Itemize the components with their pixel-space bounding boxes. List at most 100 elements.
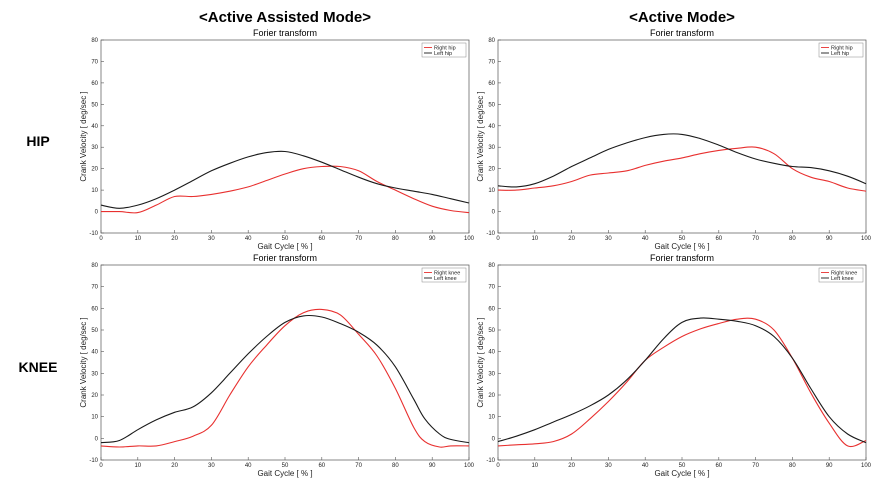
legend-entry: Left knee (831, 276, 854, 282)
x-tick-label: 70 (355, 236, 362, 242)
x-tick-label: 0 (496, 463, 500, 469)
x-tick-label: 20 (568, 236, 575, 242)
y-tick-label: 10 (91, 415, 98, 421)
plot-frame (497, 264, 867, 461)
chart-title: Forier transform (650, 28, 714, 38)
legend-box (421, 42, 467, 58)
y-tick-label: 80 (488, 38, 495, 44)
y-tick-label: 20 (488, 167, 495, 173)
row-label-hip: HIP (26, 133, 49, 149)
chart-title: Forier transform (253, 253, 317, 263)
y-tick-label: -10 (89, 231, 98, 237)
x-tick-label: 0 (99, 236, 103, 242)
x-tick-label: 90 (429, 236, 436, 242)
x-tick-label: 100 (464, 463, 475, 469)
y-tick-label: 0 (95, 210, 99, 216)
plot-frame (100, 264, 470, 461)
x-tick-label: 20 (171, 463, 178, 469)
y-tick-label: 40 (488, 124, 495, 130)
x-tick-label: 40 (245, 236, 252, 242)
series-line-left-knee (497, 317, 867, 444)
y-tick-label: -10 (89, 458, 98, 464)
y-axis-label: Crank Velocity [ deg/sec ] (79, 91, 88, 181)
x-tick-label: 50 (282, 463, 289, 469)
x-tick-label: 80 (789, 236, 796, 242)
chart-title: Forier transform (253, 28, 317, 38)
x-tick-label: 60 (715, 463, 722, 469)
y-tick-label: 80 (91, 38, 98, 44)
y-tick-label: 0 (492, 210, 496, 216)
chart-panel-hip-active: Forier transform Gait Cycle [ % ] Crank Ve… (476, 28, 872, 251)
y-tick-label: 70 (488, 59, 495, 65)
x-tick-label: 0 (99, 463, 103, 469)
x-tick-label: 0 (496, 236, 500, 242)
x-tick-label: 70 (355, 463, 362, 469)
x-tick-label: 10 (531, 463, 538, 469)
x-tick-label: 40 (642, 463, 649, 469)
series-line-left-hip (497, 133, 867, 188)
y-tick-label: 20 (91, 393, 98, 399)
x-axis-label: Gait Cycle [ % ] (654, 242, 709, 251)
x-tick-label: 100 (464, 236, 475, 242)
x-tick-label: 100 (861, 236, 872, 242)
legend-box (421, 267, 467, 283)
y-tick-label: 50 (488, 328, 495, 334)
mode-title-active: <Active Mode> (629, 9, 735, 26)
y-tick-label: 70 (91, 59, 98, 65)
y-tick-label: 50 (91, 102, 98, 108)
x-axis-label: Gait Cycle [ % ] (257, 469, 312, 478)
y-tick-label: 60 (91, 81, 98, 87)
chart-panel-knee-assisted: Forier transform Gait Cycle [ % ] Crank Ve… (79, 253, 475, 478)
legend-box (818, 42, 864, 58)
legend-entry: Right knee (434, 270, 460, 276)
x-tick-label: 80 (789, 463, 796, 469)
x-tick-label: 30 (605, 463, 612, 469)
x-tick-label: 40 (642, 236, 649, 242)
y-tick-label: -10 (486, 458, 495, 464)
y-tick-label: 60 (488, 306, 495, 312)
series-line-right-knee (497, 317, 867, 448)
y-tick-label: 0 (492, 436, 496, 442)
x-tick-label: 90 (826, 463, 833, 469)
x-tick-label: 90 (429, 463, 436, 469)
x-tick-label: 50 (282, 236, 289, 242)
y-tick-label: 80 (91, 263, 98, 269)
y-tick-label: 40 (91, 350, 98, 356)
legend-entry: Left knee (434, 276, 457, 282)
x-tick-label: 10 (531, 236, 538, 242)
y-tick-label: 50 (488, 102, 495, 108)
y-tick-label: 60 (488, 81, 495, 87)
y-axis-label: Crank Velocity [ deg/sec ] (79, 317, 88, 407)
plot-frame (497, 39, 867, 234)
chart-panel-knee-active: Forier transform Gait Cycle [ % ] Crank Ve… (476, 253, 872, 478)
y-tick-label: -10 (486, 231, 495, 237)
x-tick-label: 60 (715, 236, 722, 242)
x-tick-label: 20 (171, 236, 178, 242)
x-tick-label: 50 (679, 463, 686, 469)
x-tick-label: 80 (392, 236, 399, 242)
y-tick-label: 30 (488, 145, 495, 151)
legend-entry: Right hip (434, 45, 456, 51)
series-line-left-hip (100, 150, 470, 209)
series-line-left-knee (100, 314, 470, 444)
legend-entry: Left hip (434, 51, 452, 57)
row-label-knee: KNEE (19, 359, 58, 375)
y-tick-label: 20 (91, 167, 98, 173)
plot-frame (100, 39, 470, 234)
x-tick-label: 30 (605, 236, 612, 242)
legend-entry: Left hip (831, 51, 849, 57)
y-axis-label: Crank Velocity [ deg/sec ] (476, 317, 485, 407)
x-tick-label: 30 (208, 236, 215, 242)
y-tick-label: 0 (95, 436, 99, 442)
x-tick-label: 50 (679, 236, 686, 242)
x-tick-label: 40 (245, 463, 252, 469)
y-tick-label: 10 (488, 415, 495, 421)
mode-title-assisted: <Active Assisted Mode> (199, 9, 371, 26)
y-tick-label: 10 (91, 188, 98, 194)
y-tick-label: 40 (488, 350, 495, 356)
x-tick-label: 10 (134, 236, 141, 242)
series-line-right-hip (100, 165, 470, 214)
x-tick-label: 100 (861, 463, 872, 469)
